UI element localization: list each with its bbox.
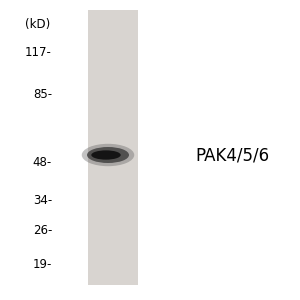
Ellipse shape [82, 144, 134, 166]
Text: 34-: 34- [33, 194, 52, 206]
Text: 85-: 85- [33, 88, 52, 101]
Ellipse shape [91, 150, 121, 160]
Ellipse shape [87, 147, 129, 163]
Text: 19-: 19- [33, 257, 52, 271]
Bar [88, 10, 138, 285]
Text: 26-: 26- [33, 224, 52, 236]
Text: 117-: 117- [25, 46, 52, 59]
Text: 48-: 48- [33, 157, 52, 169]
Text: (kD): (kD) [26, 18, 51, 31]
Text: PAK4/5/6: PAK4/5/6 [195, 146, 269, 164]
